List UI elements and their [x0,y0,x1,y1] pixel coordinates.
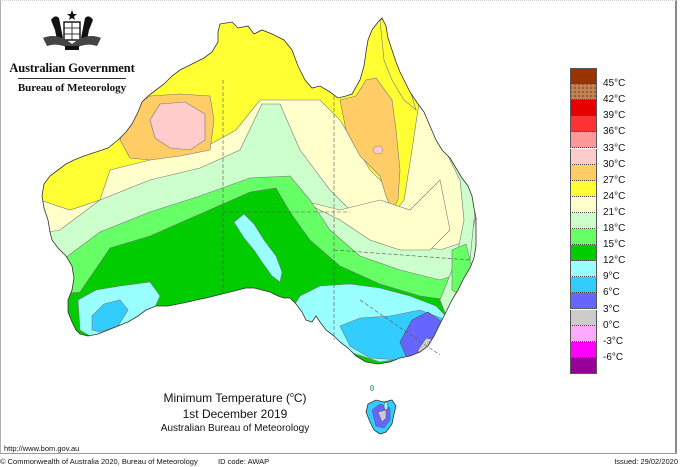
legend-swatch [570,68,597,84]
id-code: ID code: AWAP [218,457,270,466]
legend-label: 18°C [603,223,626,234]
legend-swatch [570,132,597,149]
copyright-notice: © Commonwealth of Australia 2020, Bureau… [0,457,198,466]
legend-label: 6°C [603,287,620,299]
state-borders [222,80,471,356]
legend-swatch [570,357,597,374]
legend-swatch [570,180,597,197]
issued-date: Issued: 29/02/2020 [614,457,678,466]
legend-label: 39°C [603,110,626,122]
legend-label: 30°C [603,158,626,170]
legend-swatch [570,116,597,133]
legend-swatch [570,293,597,310]
map-frame [0,0,677,454]
legend-swatch [570,84,597,101]
legend-label: 15°C [603,239,626,251]
legend-label: 12°C [603,255,626,267]
legend-label: 21°C [603,206,626,218]
title-divider [18,78,126,79]
legend-label: 27°C [603,174,626,186]
legend-label: 9°C [603,271,620,283]
legend-swatch [570,100,597,117]
legend-swatch [570,229,597,245]
coat-of-arms-icon [43,10,101,50]
legend-swatch [570,212,597,229]
legend-label: 42°C [603,94,626,106]
government-title: Australian Government [9,61,135,75]
legend-swatch [570,164,597,181]
legend-label: -6°C [603,351,624,363]
map-date: 1st December 2019 [182,407,288,421]
legend-label: 24°C [603,190,626,202]
map-caption: Minimum Temperature (oC) 1st December 20… [130,388,340,435]
temperature-map [41,17,477,435]
legend-label: 36°C [603,126,626,138]
legend-label: -3°C [603,335,624,347]
bom-url-link[interactable]: http://www.bom.gov.au [4,444,80,453]
legend-swatch [570,261,597,278]
bom-logo: Australian Government Bureau of Meteorol… [8,8,136,94]
legend-swatch [570,148,597,165]
map-title: Minimum Temperature (oC) [163,391,307,405]
legend-swatch [570,245,597,262]
legend-label: 33°C [603,142,626,154]
bureau-title: Bureau of Meteorology [17,82,127,94]
legend-label: 45°C [603,78,626,90]
legend-label: 3°C [603,303,620,315]
map-source: Australian Bureau of Meteorology [160,423,310,434]
legend-label: 0°C [603,319,620,331]
legend-swatch [570,196,597,213]
legend-swatch [570,309,597,326]
legend-swatch [570,277,597,294]
legend-swatch [570,325,597,342]
legend-swatch [570,341,597,358]
